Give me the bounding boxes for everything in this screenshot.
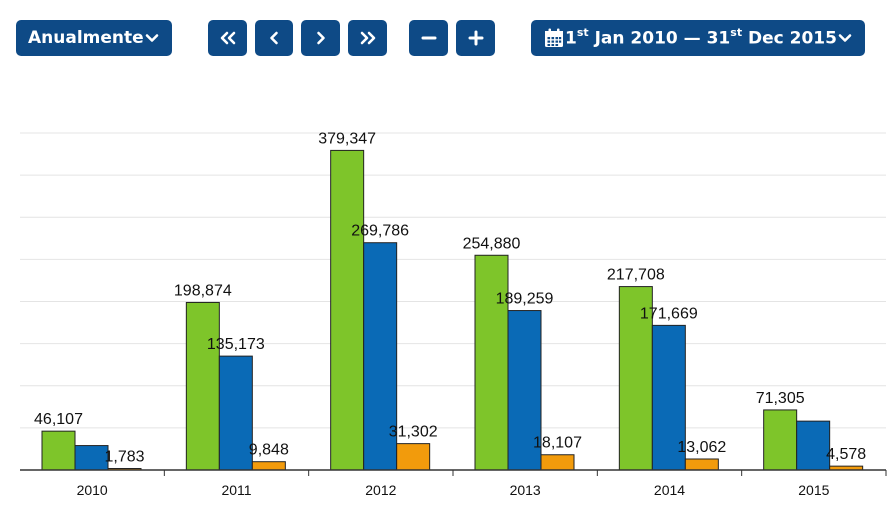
chevron-right-icon [313, 30, 329, 46]
bar-2013-series-2[interactable] [507, 310, 542, 471]
double-chevron-right-icon [358, 30, 378, 46]
bar-2014-series-1[interactable] [618, 286, 653, 471]
double-chevron-left-icon [218, 30, 238, 46]
value-labels: 46,107 1,783 198,874 135,173 9,848 379,347 269… [34, 130, 866, 465]
zoom-in-button[interactable] [456, 20, 495, 56]
bar-2011-series-3[interactable] [251, 461, 286, 471]
data-label: 254,880 [463, 235, 521, 252]
bar-2015-series-2[interactable] [796, 420, 831, 471]
start-rest: Jan 2010 — [594, 28, 701, 49]
data-label: 13,062 [677, 439, 726, 456]
minus-icon [421, 30, 437, 46]
calendar-icon [543, 27, 565, 49]
bar-2012-series-1[interactable] [330, 149, 365, 471]
end-day: 31 [706, 28, 731, 49]
bar-2013-series-1[interactable] [474, 254, 509, 471]
bars [41, 149, 864, 471]
chevron-down-icon [144, 30, 160, 46]
data-label: 1,783 [104, 448, 144, 465]
bar-2014-series-2[interactable] [651, 324, 686, 471]
bar-2011-series-1[interactable] [185, 301, 220, 471]
x-tick-label: 2015 [798, 482, 829, 498]
bar-2012-series-3[interactable] [396, 443, 431, 471]
data-label: 135,173 [207, 336, 265, 353]
x-tick-label: 2011 [221, 482, 251, 498]
data-label: 269,786 [351, 223, 409, 240]
start-day-suffix: st [576, 26, 589, 40]
bar-2012-series-2[interactable] [363, 242, 398, 471]
period-select[interactable]: Anualmente [16, 20, 172, 56]
data-label: 379,347 [318, 130, 376, 147]
plus-icon [468, 30, 484, 46]
start-day: 1 [565, 28, 577, 49]
zoom-out-button[interactable] [409, 20, 448, 56]
previous-period-button[interactable] [255, 20, 293, 56]
chevron-left-icon [266, 30, 282, 46]
next-period-button[interactable] [301, 20, 340, 56]
bar-2013-series-3[interactable] [540, 454, 575, 471]
x-tick-label: 2014 [654, 482, 685, 498]
x-tick-label: 2012 [365, 482, 396, 498]
data-label: 46,107 [34, 411, 83, 428]
data-label: 18,107 [533, 435, 582, 452]
bar-2015-series-1[interactable] [763, 409, 798, 471]
data-label: 171,669 [640, 305, 698, 322]
bar-2010-series-1[interactable] [41, 430, 76, 471]
data-label: 9,848 [249, 442, 289, 459]
data-label: 31,302 [389, 424, 438, 441]
chevron-down-icon [837, 30, 853, 46]
bar-2010-series-2[interactable] [74, 445, 109, 471]
last-period-button[interactable] [348, 20, 387, 56]
data-label: 4,578 [826, 446, 866, 463]
data-label: 217,708 [607, 267, 665, 284]
period-label: Anualmente [28, 28, 144, 48]
data-label: 189,259 [496, 291, 554, 308]
x-tick-label: 2013 [510, 482, 541, 498]
grid-lines [20, 132, 886, 429]
end-day-suffix: st [730, 26, 743, 40]
data-label: 198,874 [174, 282, 232, 299]
x-tick-label: 2010 [77, 482, 108, 498]
data-label: 71,305 [756, 390, 805, 407]
end-rest: Dec 2015 [748, 28, 837, 49]
date-range-label: 1st Jan 2010 — 31st Dec 2015 [565, 26, 837, 49]
x-axis: 2010 2011 2012 2013 2014 2015 [20, 469, 887, 498]
first-period-button[interactable] [208, 20, 247, 56]
bar-2011-series-2[interactable] [218, 355, 253, 471]
bar-2014-series-3[interactable] [684, 458, 719, 471]
date-range-picker[interactable]: 1st Jan 2010 — 31st Dec 2015 [531, 20, 865, 56]
